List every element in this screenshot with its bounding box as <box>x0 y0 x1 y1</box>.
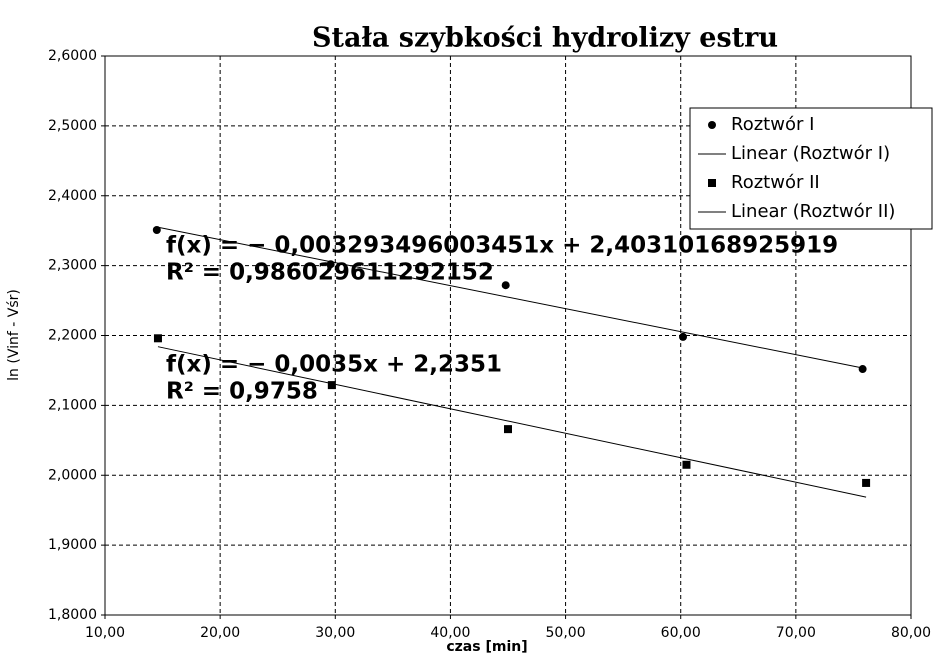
x-tick-label: 40,00 <box>430 625 470 641</box>
y-tick-label: 2,6000 <box>48 48 97 64</box>
legend-label: Linear (Roztwór II) <box>731 201 895 222</box>
point <box>682 460 691 469</box>
x-axis-label: czas [min] <box>446 639 527 655</box>
point <box>858 365 867 374</box>
legend-label: Roztwór II <box>731 172 820 193</box>
point <box>326 260 335 269</box>
trendline-r2: R² = 0,986029611292152 <box>166 260 494 286</box>
legend-marker <box>708 121 716 129</box>
point <box>153 334 162 343</box>
y-tick-label: 2,2000 <box>48 328 97 344</box>
y-tick-label: 2,4000 <box>48 188 97 204</box>
point <box>862 478 871 487</box>
plot-frame <box>104 55 912 616</box>
x-tick-label: 30,00 <box>315 625 355 641</box>
legend-label: Roztwór I <box>731 114 814 135</box>
trendline-equation: f(x) = − 0,0035x + 2,2351 <box>166 352 502 378</box>
point <box>504 425 512 434</box>
trendline <box>156 226 863 369</box>
y-tick-label: 1,9000 <box>48 537 97 553</box>
y-tick-label: 2,0000 <box>48 467 97 483</box>
point <box>501 281 510 290</box>
x-tick-label: 20,00 <box>200 625 240 641</box>
x-tick-label: 70,00 <box>776 625 816 641</box>
point <box>152 225 161 234</box>
x-tick-label: 50,00 <box>546 625 586 641</box>
legend-box <box>689 107 933 230</box>
legend-label: Linear (Roztwór I) <box>731 143 890 164</box>
trendline-r2: R² = 0,9758 <box>166 379 318 405</box>
point <box>327 381 336 390</box>
point <box>679 332 688 341</box>
x-tick-label: 10,00 <box>85 625 125 641</box>
y-tick-label: 2,1000 <box>48 397 97 413</box>
y-axis-label: ln (Vinf - Vśr) <box>6 289 22 381</box>
y-tick-label: 2,3000 <box>48 258 97 274</box>
y-tick-label: 1,8000 <box>48 607 97 623</box>
trendline-equation: f(x) = − 0,003293496003451x + 2,40310168… <box>166 233 838 259</box>
legend-marker <box>708 179 716 187</box>
chart-title: Stała szybkości hydrolizy estru <box>312 23 778 54</box>
y-tick-label: 2,5000 <box>48 118 97 134</box>
x-tick-label: 60,00 <box>661 625 701 641</box>
x-tick-label: 80,00 <box>891 625 931 641</box>
trendline <box>157 346 867 498</box>
